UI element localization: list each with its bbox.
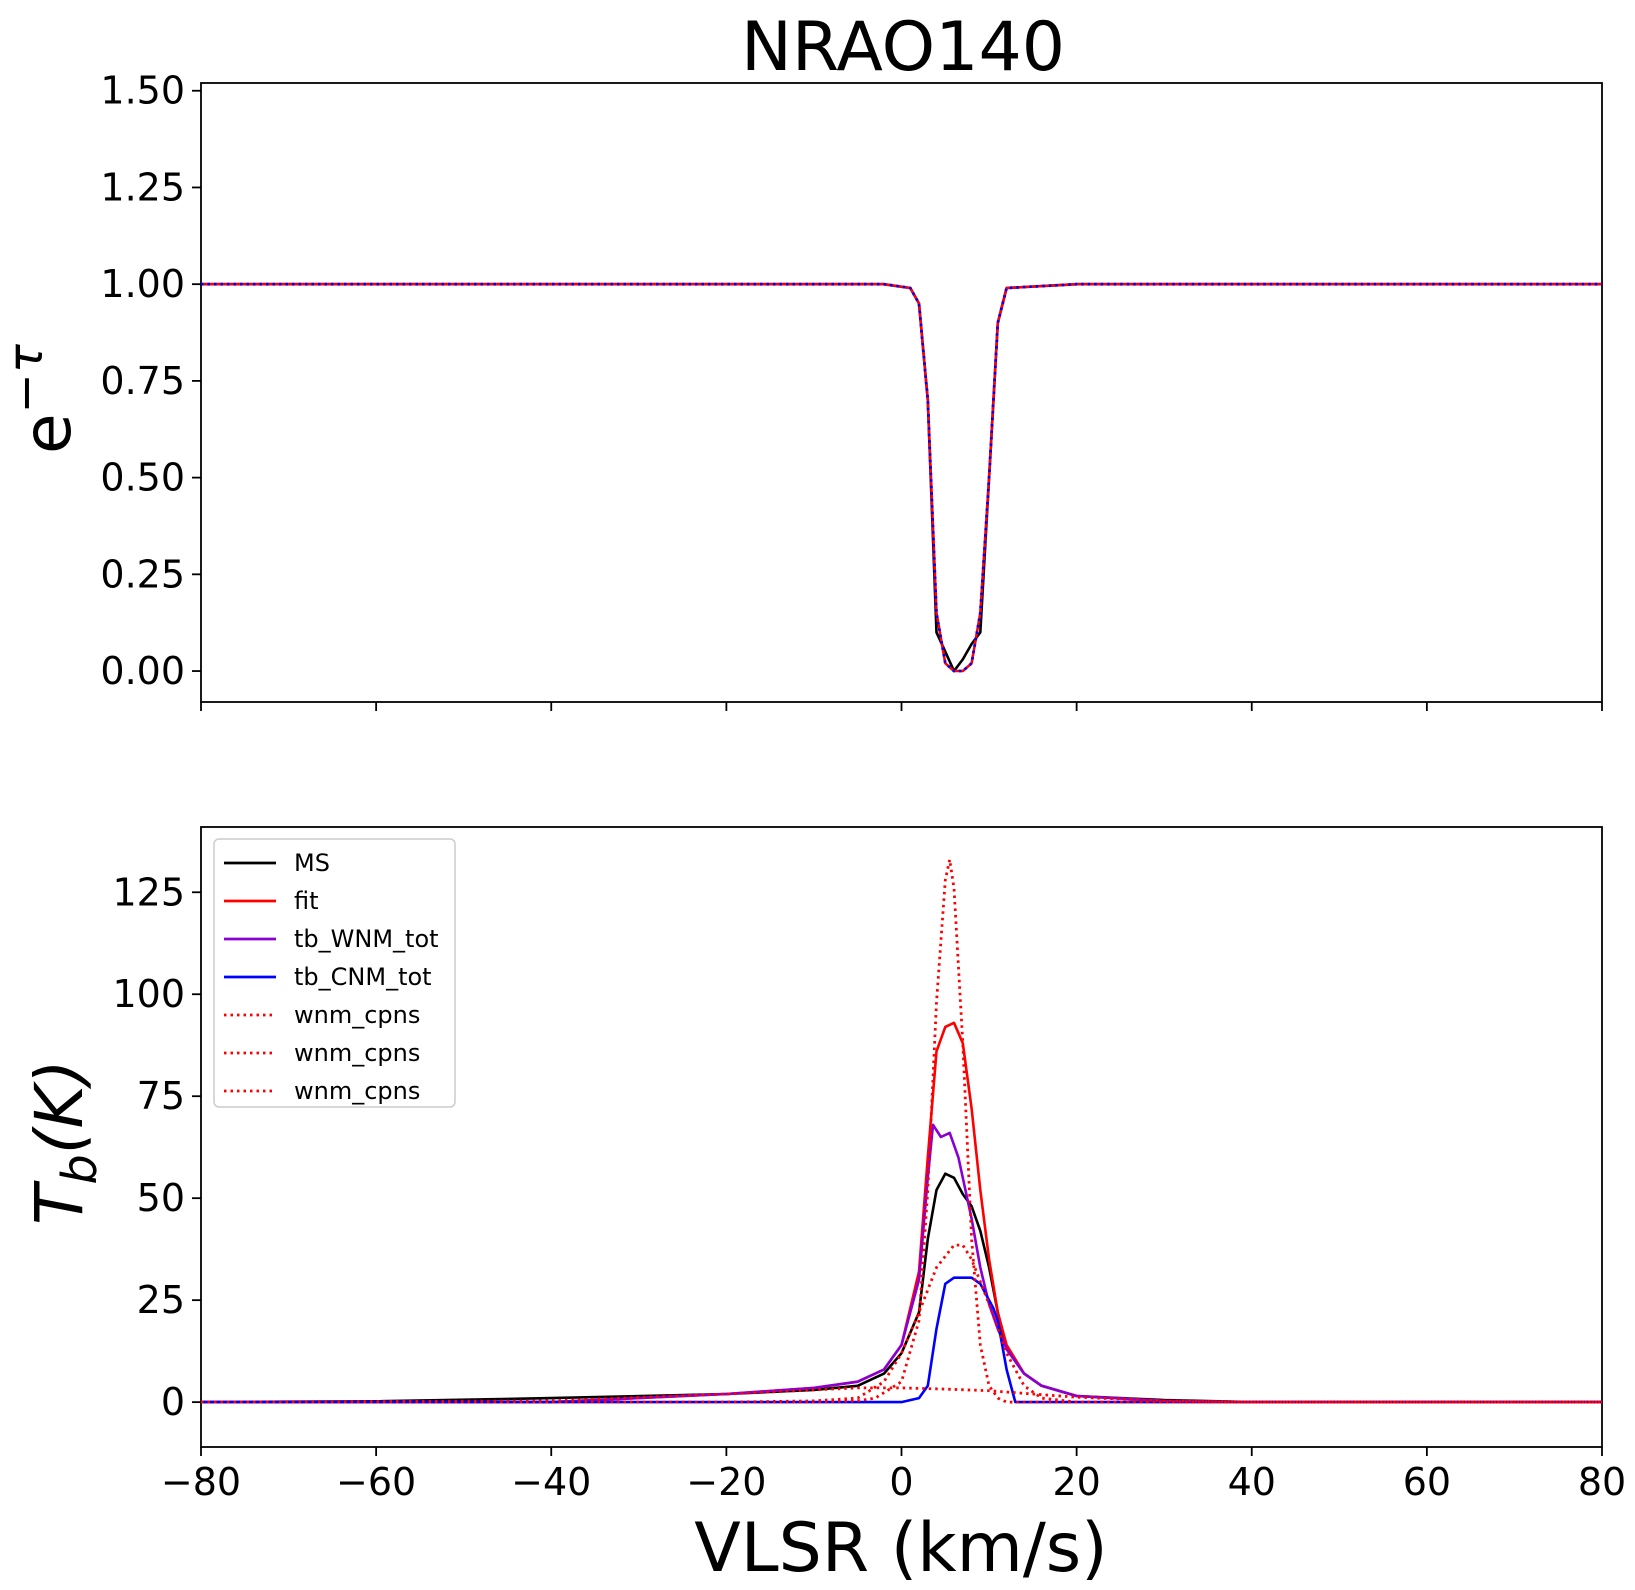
- bottom-x-tick-label: 60: [1403, 1460, 1451, 1504]
- bottom-x-tick-label: 20: [1052, 1460, 1100, 1504]
- legend-label: MS: [294, 849, 330, 877]
- top-y-tick-label: 0.00: [100, 649, 185, 693]
- bottom-y-tick-label: 25: [137, 1278, 185, 1322]
- bottom-series-line-wnm-cpns: [201, 858, 1602, 1404]
- top-series-line-1: [201, 282, 1602, 673]
- bottom-series-line-ms: [200, 1172, 1602, 1404]
- bottom-y-label-rest: (K): [21, 1059, 98, 1154]
- top-x-ticks: [200, 702, 1603, 711]
- top-y-axis-label: e−τ: [0, 343, 86, 454]
- bottom-y-tick-label: 0: [161, 1380, 185, 1424]
- legend-label: wnm_cpns: [294, 1001, 420, 1029]
- bottom-x-tick-label: −80: [161, 1460, 241, 1504]
- x-axis-label: VLSR (km/s): [694, 1509, 1107, 1588]
- legend: MS fit tb_WNM_tot tb_CNM_tot wnm_cpns wnm_cpn…: [213, 838, 456, 1108]
- top-series: [201, 282, 1602, 673]
- bottom-x-tick-label: 0: [889, 1460, 913, 1504]
- top-panel: 0.00 0.25 0.50 0.75 1.00 1.25 1.50 e−τ: [0, 69, 1603, 711]
- bottom-series-line-wnm-cpns: [201, 1243, 1602, 1404]
- bottom-series: [200, 858, 1602, 1404]
- top-y-label-superscript: −τ: [0, 343, 54, 413]
- bottom-y-ticks: 0 25 50 75 100 125: [112, 870, 201, 1424]
- bottom-series-line-wnm-cpns: [200, 1386, 1602, 1404]
- bottom-x-ticks: −80 −60 −40 −20 0 20 40 60 80: [161, 1447, 1626, 1504]
- legend-label: tb_WNM_tot: [294, 925, 439, 953]
- bottom-y-tick-label: 50: [137, 1176, 185, 1220]
- bottom-panel: 0 25 50 75 100 125 −80 −60 −40 −20 0 20 40 60 80 Tb(K…: [21, 826, 1626, 1588]
- bottom-series-line-tb-cnm-tot: [201, 1276, 1602, 1404]
- bottom-series-line-tb-wnm-tot: [201, 1123, 1602, 1404]
- legend-label: wnm_cpns: [294, 1039, 420, 1067]
- legend-label: fit: [294, 887, 319, 915]
- bottom-x-tick-label: −60: [336, 1460, 416, 1504]
- bottom-y-tick-label: 75: [137, 1074, 185, 1118]
- legend-label: tb_CNM_tot: [294, 963, 432, 991]
- top-y-ticks: 0.00 0.25 0.50 0.75 1.00 1.25 1.50: [100, 69, 201, 693]
- top-series-line-0: [201, 282, 1602, 673]
- top-y-tick-label: 0.25: [100, 552, 185, 596]
- top-y-label-base: e: [9, 413, 86, 454]
- bottom-x-tick-label: 80: [1578, 1460, 1626, 1504]
- top-y-tick-label: 1.50: [100, 69, 185, 113]
- legend-label: wnm_cpns: [294, 1077, 420, 1105]
- bottom-y-axis-label: Tb(K): [21, 1059, 108, 1225]
- legend-box: [213, 838, 456, 1108]
- top-y-tick-label: 0.50: [100, 456, 185, 500]
- top-y-tick-label: 0.75: [100, 359, 185, 403]
- bottom-y-label-main: T: [21, 1180, 98, 1225]
- bottom-x-tick-label: −40: [511, 1460, 591, 1504]
- bottom-x-tick-label: 40: [1228, 1460, 1276, 1504]
- top-y-tick-label: 1.25: [100, 165, 185, 209]
- bottom-y-label-sub: b: [52, 1154, 108, 1184]
- bottom-x-tick-label: −20: [686, 1460, 766, 1504]
- figure-title: NRAO140: [741, 8, 1065, 87]
- legend-entries: MS fit tb_WNM_tot tb_CNM_tot wnm_cpns wnm_cpn…: [224, 849, 439, 1105]
- top-plot-area: [200, 82, 1603, 703]
- bottom-y-tick-label: 100: [112, 972, 185, 1016]
- top-series-line-2: [201, 282, 1602, 673]
- bottom-y-tick-label: 125: [112, 870, 185, 914]
- top-y-tick-label: 1.00: [100, 262, 185, 306]
